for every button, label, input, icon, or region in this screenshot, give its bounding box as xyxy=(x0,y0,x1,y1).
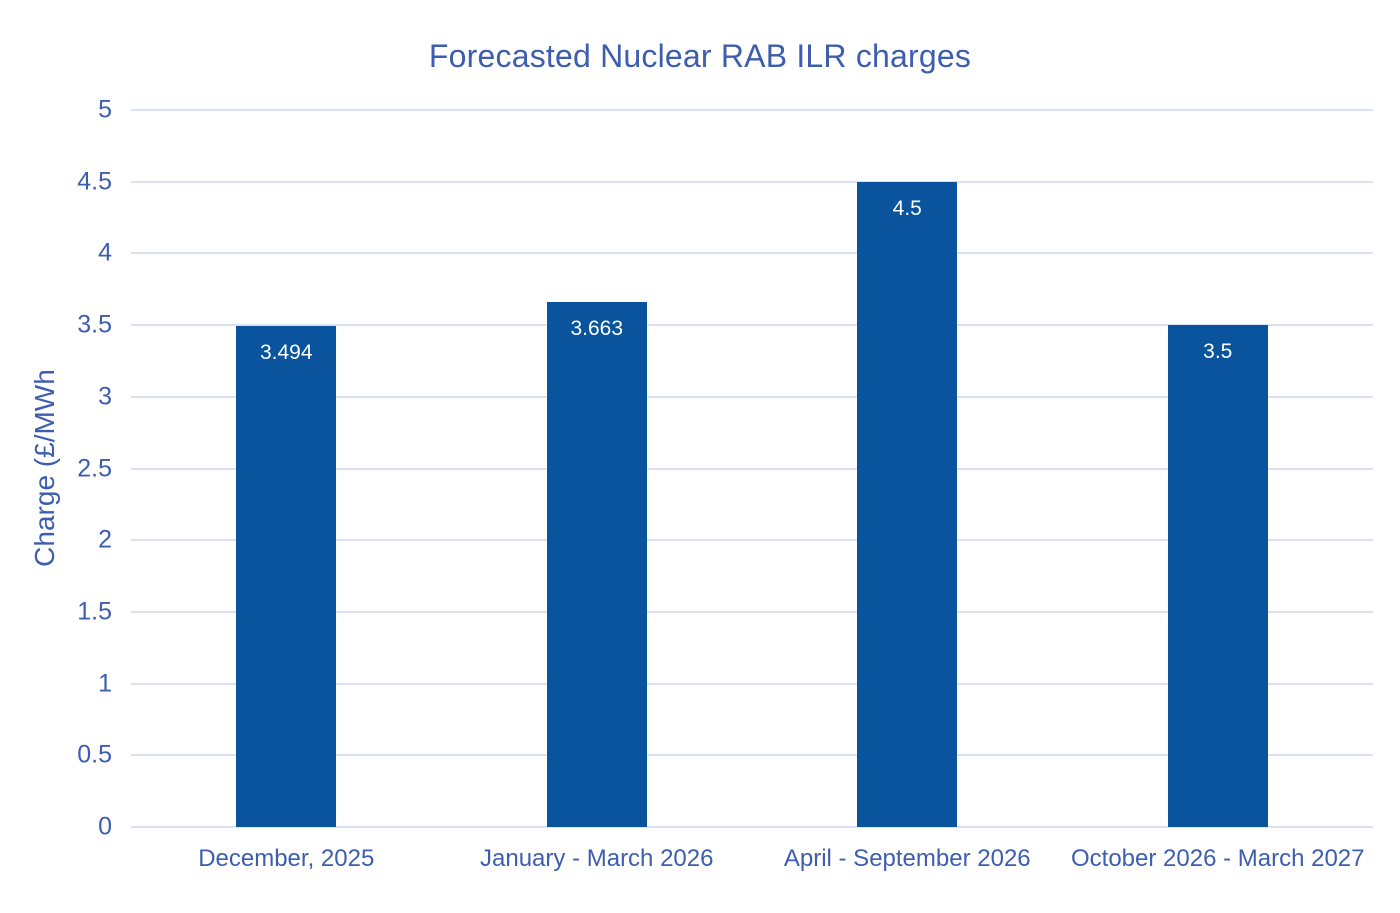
bar-category: 4.5 xyxy=(752,110,1063,827)
y-tick-label: 3 xyxy=(98,382,112,411)
bar: 3.5 xyxy=(1167,325,1268,827)
y-tick-label: 1 xyxy=(98,669,112,698)
x-axis-category-label: December, 2025 xyxy=(198,845,375,872)
chart-title: Forecasted Nuclear RAB ILR charges xyxy=(428,38,972,74)
gridline xyxy=(131,682,1373,685)
y-tick-label: 4.5 xyxy=(77,167,112,196)
bar-data-label: 3.5 xyxy=(1203,340,1233,364)
gridline xyxy=(131,252,1373,255)
plot-area: 3.494 3.663 4.5 3.5 xyxy=(131,109,1374,828)
gridline xyxy=(131,180,1373,183)
bar-data-label: 3.494 xyxy=(259,340,313,364)
gridline xyxy=(131,467,1373,470)
y-tick-label: 4 xyxy=(98,238,112,267)
gridline xyxy=(131,324,1373,327)
x-axis-category-label: April - September 2026 xyxy=(783,845,1031,872)
bar-data-label: 3.663 xyxy=(570,316,624,340)
y-tick-label: 2.5 xyxy=(77,454,112,482)
bar: 4.5 xyxy=(857,181,958,827)
x-axis-labels: December, 2025 January - March 2026 April … xyxy=(131,845,1373,885)
y-tick-label: 0 xyxy=(98,812,112,841)
bar: 3.663 xyxy=(546,301,647,827)
bar-category: 3.494 xyxy=(131,110,442,827)
gridline xyxy=(131,395,1373,398)
y-axis-tick-labels: 0 0.5 1 1.5 2 2.5 3 3.5 4 4.5 5 xyxy=(0,97,112,839)
gridline xyxy=(131,610,1373,613)
y-tick-label: 1.5 xyxy=(77,597,112,626)
x-axis-category-label: January - March 2026 xyxy=(480,845,714,872)
y-tick-label: 0.5 xyxy=(77,740,112,769)
gridline xyxy=(131,109,1373,111)
gridline xyxy=(131,754,1373,757)
bar: 3.494 xyxy=(236,325,337,827)
x-axis-category-label: October 2026 - March 2027 xyxy=(1071,845,1365,872)
y-tick-label: 2 xyxy=(98,525,112,554)
gridline xyxy=(131,539,1373,542)
gridline xyxy=(131,826,1373,828)
bar-data-label: 4.5 xyxy=(892,196,922,220)
bar-category: 3.663 xyxy=(442,110,753,827)
bar-category: 3.5 xyxy=(1063,110,1374,827)
y-tick-label: 3.5 xyxy=(77,310,112,339)
y-tick-label: 5 xyxy=(98,95,112,124)
